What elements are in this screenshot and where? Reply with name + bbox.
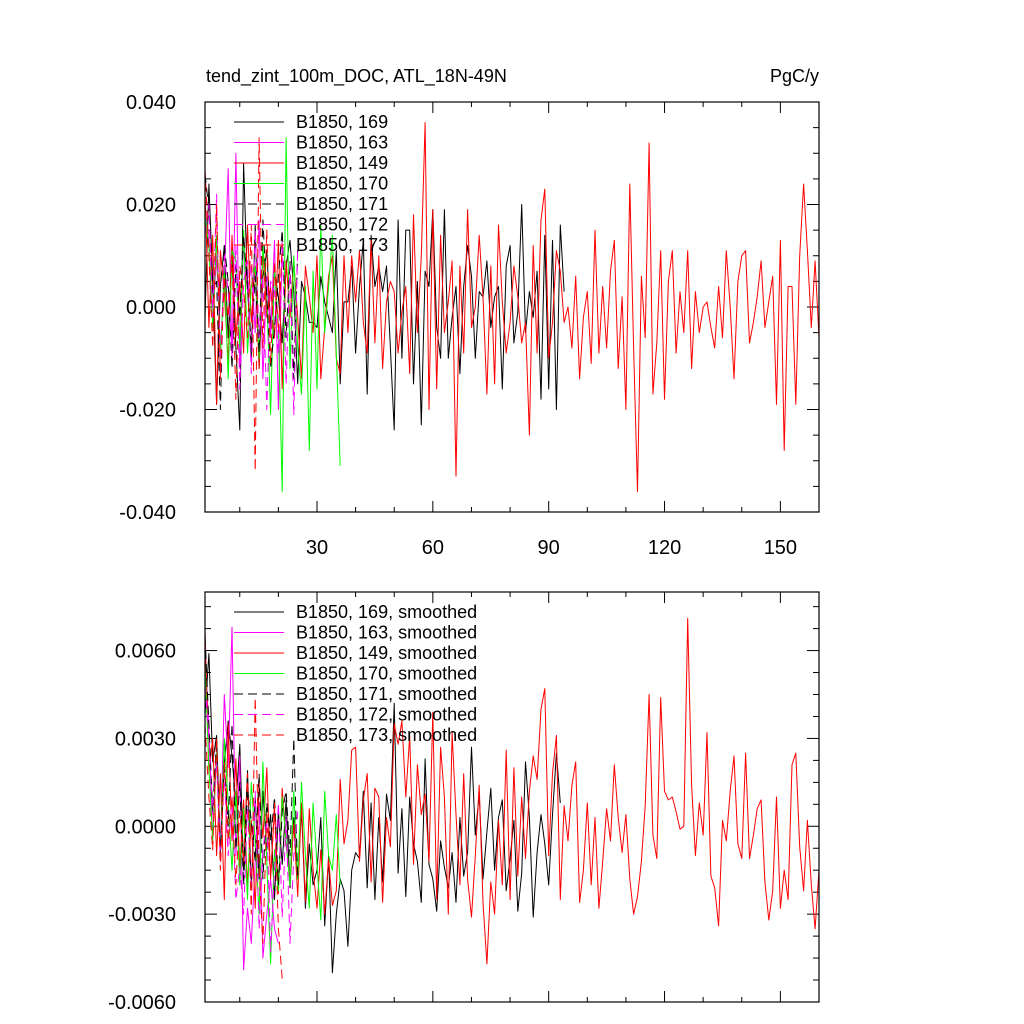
series-line xyxy=(205,193,299,416)
legend-label: B1850, 169, smoothed xyxy=(296,602,477,622)
legend-label: B1850, 172, smoothed xyxy=(296,705,477,725)
legend-label: B1850, 170 xyxy=(296,174,388,194)
y-tick-label: -0.020 xyxy=(119,400,176,422)
panel-top-series xyxy=(205,122,819,492)
legend-label: B1850, 172 xyxy=(296,215,388,235)
legend-label: B1850, 173 xyxy=(296,235,388,255)
panel-top: tend_zint_100m_DOC, ATL_18N-49N PgC/y 30… xyxy=(119,66,820,559)
x-tick-label: 120 xyxy=(648,537,681,559)
y-tick-label: 0.0030 xyxy=(115,728,176,750)
y-tick-label: 0.0000 xyxy=(115,816,176,838)
x-tick-label: 30 xyxy=(306,537,328,559)
series-line xyxy=(205,137,283,472)
panel-bottom-frame xyxy=(204,591,820,1003)
panel-top-x-axis: 30 60 90 120 150 xyxy=(239,102,820,559)
y-tick-label: -0.0060 xyxy=(108,992,176,1014)
series-line xyxy=(205,696,283,979)
x-tick-label: 60 xyxy=(422,537,444,559)
series-line xyxy=(205,122,819,492)
legend-label: B1850, 169 xyxy=(296,112,388,132)
series-line xyxy=(205,137,341,492)
y-tick-label: 0.0060 xyxy=(115,641,176,663)
panel-top-units: PgC/y xyxy=(770,66,819,86)
panel-top-y-axis: -0.040 -0.020 0.000 0.020 0.040 xyxy=(119,92,819,524)
panel-bottom-series xyxy=(205,617,819,979)
x-tick-label: 90 xyxy=(538,537,560,559)
y-tick-label: 0.000 xyxy=(126,297,176,319)
series-line xyxy=(205,173,299,410)
panel-bottom-x-axis xyxy=(239,592,820,1002)
panel-top-title: tend_zint_100m_DOC, ATL_18N-49N xyxy=(206,66,507,87)
legend-label: B1850, 149 xyxy=(296,153,388,173)
legend-label: B1850, 163 xyxy=(296,133,388,153)
legend-label: B1850, 171 xyxy=(296,194,388,214)
panel-top-frame xyxy=(204,101,820,513)
legend-label: B1850, 170, smoothed xyxy=(296,664,477,684)
y-tick-label: -0.040 xyxy=(119,502,176,524)
y-tick-label: 0.020 xyxy=(126,195,176,217)
series-line xyxy=(205,617,819,965)
x-tick-label: 150 xyxy=(764,537,797,559)
y-tick-label: -0.0030 xyxy=(108,904,176,926)
y-tick-label: 0.040 xyxy=(126,92,176,114)
legend-label: B1850, 149, smoothed xyxy=(296,643,477,663)
legend-label: B1850, 163, smoothed xyxy=(296,623,477,643)
panel-bottom: -0.0060 -0.0030 0.0000 0.0030 0.0060 B1850, … xyxy=(108,591,820,1014)
legend-label: B1850, 173, smoothed xyxy=(296,725,477,745)
legend-label: B1850, 171, smoothed xyxy=(296,684,477,704)
